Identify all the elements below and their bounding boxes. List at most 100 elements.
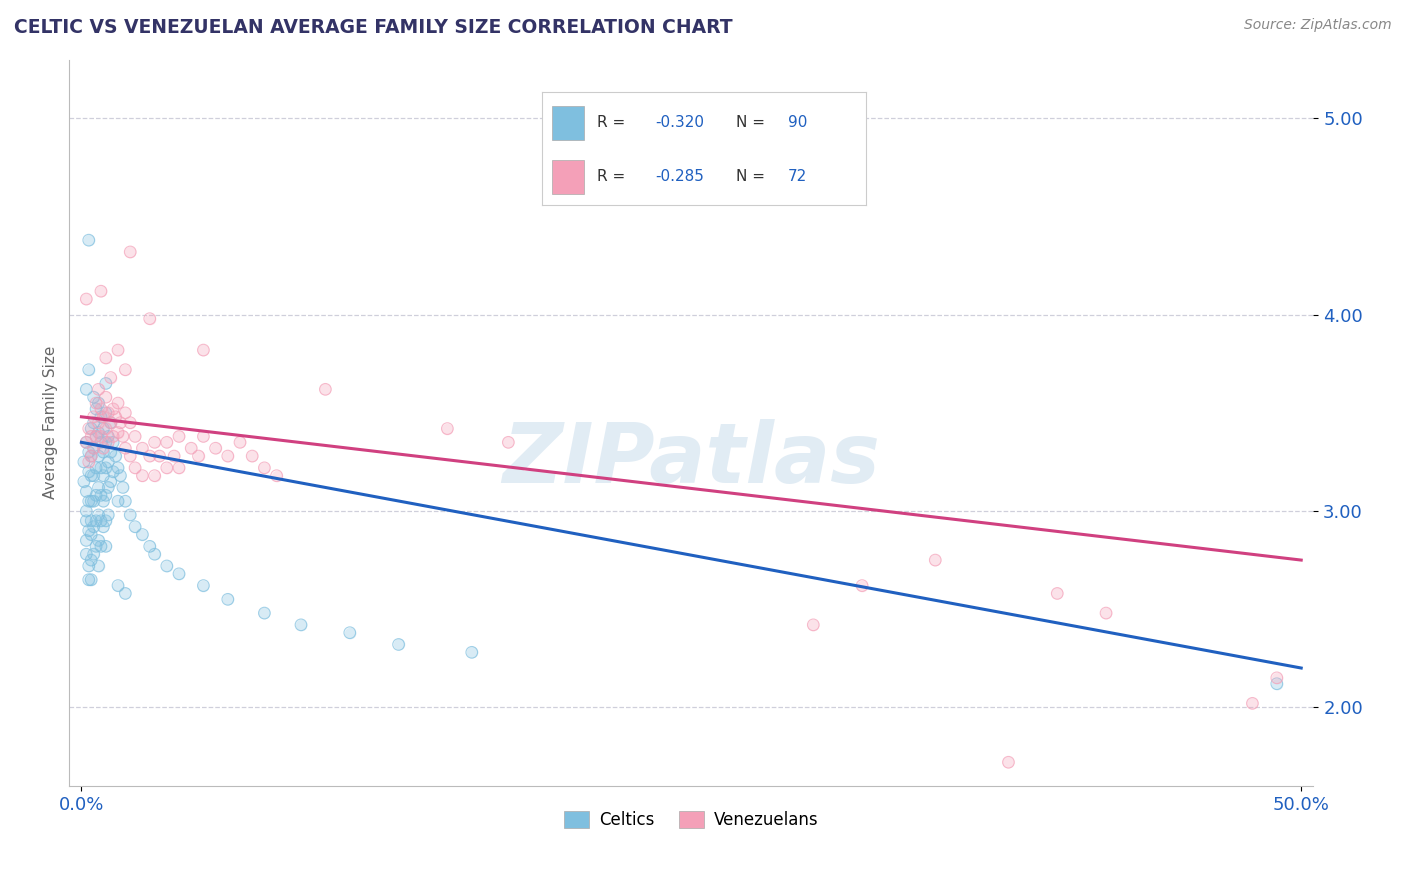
Point — [84, 539, 107, 553]
Point — [77, 465, 100, 479]
Point — [266, 468, 288, 483]
Point — [120, 244, 142, 259]
Point — [75, 533, 97, 548]
Point — [87, 508, 110, 522]
Point — [100, 416, 122, 430]
Point — [84, 460, 107, 475]
Point — [94, 460, 117, 475]
Point — [77, 455, 100, 469]
Point — [77, 465, 100, 479]
Point — [100, 475, 122, 489]
Point — [1265, 677, 1288, 691]
Point — [148, 449, 170, 463]
Point — [75, 484, 97, 499]
Point — [83, 441, 105, 455]
Point — [97, 508, 120, 522]
Point — [94, 376, 117, 391]
Point — [93, 519, 115, 533]
Point — [94, 435, 117, 450]
Point — [80, 449, 103, 463]
Point — [104, 449, 127, 463]
Point — [84, 429, 107, 443]
Point — [77, 524, 100, 538]
Point — [84, 460, 107, 475]
Point — [114, 586, 136, 600]
Point — [84, 429, 107, 443]
Point — [436, 421, 458, 435]
Point — [80, 527, 103, 541]
Point — [87, 533, 110, 548]
Point — [77, 362, 100, 376]
Point — [87, 416, 110, 430]
Point — [143, 435, 166, 450]
Point — [83, 390, 105, 404]
Point — [1046, 586, 1069, 600]
Point — [84, 539, 107, 553]
Point — [80, 553, 103, 567]
Point — [84, 488, 107, 502]
Point — [131, 527, 153, 541]
Point — [148, 449, 170, 463]
Point — [90, 429, 112, 443]
Point — [143, 468, 166, 483]
Point — [94, 421, 117, 435]
Point — [73, 475, 96, 489]
Point — [156, 435, 179, 450]
Point — [83, 468, 105, 483]
Point — [87, 382, 110, 396]
Point — [997, 756, 1019, 770]
Point — [111, 480, 134, 494]
Point — [83, 409, 105, 424]
Point — [138, 539, 160, 553]
Point — [124, 460, 146, 475]
Point — [387, 638, 409, 652]
Point — [101, 401, 124, 416]
Point — [114, 362, 136, 376]
Point — [1095, 606, 1118, 620]
Point — [93, 409, 115, 424]
Point — [110, 416, 132, 430]
Point — [107, 494, 129, 508]
Point — [84, 396, 107, 410]
Point — [97, 480, 120, 494]
Point — [87, 425, 110, 440]
Point — [124, 519, 146, 533]
Point — [97, 406, 120, 420]
Point — [93, 468, 115, 483]
Point — [101, 429, 124, 443]
Point — [93, 468, 115, 483]
Point — [107, 343, 129, 357]
Point — [180, 441, 202, 455]
Point — [94, 351, 117, 365]
Point — [90, 284, 112, 298]
Point — [90, 409, 112, 424]
Point — [436, 421, 458, 435]
Point — [77, 494, 100, 508]
Point — [114, 586, 136, 600]
Point — [138, 311, 160, 326]
Point — [498, 435, 520, 450]
Point — [124, 460, 146, 475]
Point — [801, 618, 824, 632]
Point — [87, 449, 110, 463]
Point — [143, 468, 166, 483]
Point — [84, 514, 107, 528]
Point — [163, 449, 186, 463]
Point — [84, 401, 107, 416]
Point — [75, 484, 97, 499]
Point — [77, 362, 100, 376]
Point — [75, 382, 97, 396]
Point — [138, 311, 160, 326]
Point — [87, 533, 110, 548]
Point — [498, 435, 520, 450]
Point — [97, 406, 120, 420]
Point — [253, 460, 276, 475]
Point — [93, 445, 115, 459]
Point — [107, 396, 129, 410]
Point — [240, 449, 263, 463]
Point — [156, 460, 179, 475]
Point — [204, 441, 226, 455]
Point — [93, 519, 115, 533]
Point — [80, 494, 103, 508]
Point — [77, 233, 100, 247]
